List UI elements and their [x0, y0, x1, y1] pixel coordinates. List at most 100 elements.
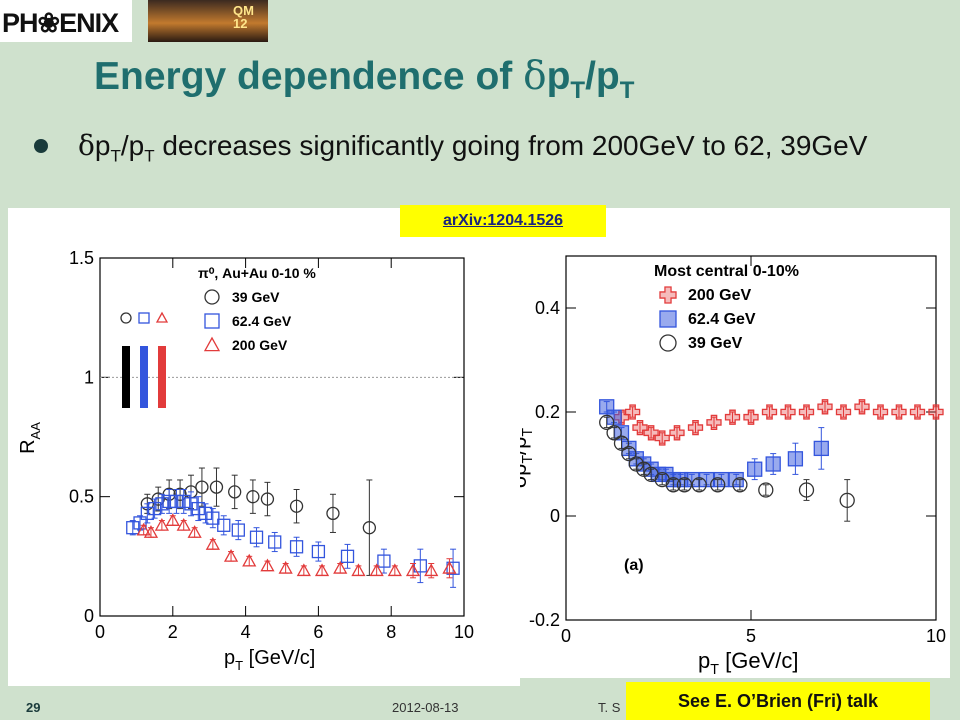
x-tick-label: 0: [561, 626, 571, 646]
data-point: [872, 404, 889, 420]
data-point: [813, 440, 829, 457]
data-point: [724, 409, 741, 425]
data-point: [351, 563, 366, 577]
x-tick-label: 0: [95, 622, 105, 642]
data-point: [289, 499, 304, 513]
data-point: [333, 560, 348, 574]
data-point: [654, 430, 670, 446]
legend-marker: [203, 336, 221, 352]
data-point: [669, 425, 685, 441]
legend-label: 62.4 GeV: [232, 313, 292, 329]
data-point: [154, 517, 169, 531]
data-point: [176, 517, 191, 531]
data-point: [891, 404, 907, 420]
data-point: [387, 563, 402, 577]
data-point: [928, 404, 944, 420]
data-point: [817, 399, 833, 415]
y-tick-label: 0.2: [535, 402, 560, 422]
x-axis-label: pT [GeV/c]: [698, 648, 798, 678]
norm-marker: [155, 311, 169, 323]
y-axis-label: RAA: [17, 422, 43, 454]
norm-marker: [138, 312, 150, 324]
norm-uncertainty-bar: [122, 346, 130, 408]
page-number: 29: [26, 700, 41, 715]
data-point: [691, 477, 707, 493]
data-point: [710, 477, 726, 493]
raa-chart: 0 2 4 6 8 10 0 0.5 1 1.5 pT [GeV/c] RAA π⁰, Au+Au 0-…: [17, 248, 474, 673]
data-point: [162, 494, 176, 509]
data-point: [369, 563, 384, 577]
x-tick-label: 8: [386, 622, 396, 642]
norm-marker: [120, 312, 132, 324]
data-point: [839, 492, 855, 509]
legend-label: 62.4 GeV: [688, 311, 756, 328]
data-point: [377, 554, 391, 568]
data-point: [155, 497, 169, 511]
legend-marker: [659, 286, 677, 304]
data-point: [195, 480, 209, 494]
data-point: [424, 563, 439, 577]
data-point: [187, 525, 202, 538]
data-point: [228, 485, 242, 499]
legend-title: π⁰, Au+Au 0-10 %: [198, 265, 316, 281]
arxiv-link[interactable]: arXiv:1204.1526: [400, 205, 606, 237]
legend-marker: [659, 334, 677, 352]
y-tick-label: 1.5: [69, 248, 94, 268]
data-point: [231, 523, 245, 537]
data-point: [143, 525, 159, 538]
data-point: [126, 521, 140, 535]
data-point: [165, 513, 180, 526]
data-point: [909, 404, 926, 420]
data-point: [665, 477, 681, 493]
legend-marker: [204, 289, 220, 305]
data-point: [198, 506, 213, 521]
data-point: [169, 494, 184, 509]
data-point: [446, 561, 460, 575]
x-tick-label: 4: [241, 622, 251, 642]
footer-author: T. S: [598, 700, 621, 715]
phenix-logo: PH❀ENIX: [0, 0, 132, 42]
phenix-logo-text: PH❀ENIX: [2, 8, 119, 38]
raa-chart-panel: 0 2 4 6 8 10 0 0.5 1 1.5 pT [GeV/c] RAA π⁰, Au+Au 0-…: [8, 208, 520, 686]
talk-reference: See E. O’Brien (Fri) talk: [626, 682, 930, 720]
data-point: [296, 563, 311, 577]
bullet-dot: [34, 139, 48, 153]
data-point: [676, 477, 693, 493]
data-point: [835, 404, 852, 420]
data-point: [311, 544, 326, 559]
data-point: [761, 404, 778, 420]
data-point: [787, 451, 804, 467]
data-point: [177, 494, 191, 509]
x-tick-label: 5: [746, 626, 756, 646]
data-point: [798, 404, 815, 420]
data-point: [249, 530, 264, 544]
y-tick-label: 0: [84, 606, 94, 626]
y-tick-label: 1: [84, 367, 94, 387]
data-point: [747, 461, 763, 477]
data-point: [732, 477, 748, 493]
x-tick-label: 2: [168, 622, 178, 642]
x-axis-label: pT [GeV/c]: [224, 647, 315, 673]
data-point: [147, 501, 162, 516]
y-tick-label: 0.5: [69, 487, 94, 507]
data-point: [632, 419, 648, 436]
data-point: [780, 404, 796, 420]
data-point: [743, 409, 759, 425]
data-point: [184, 497, 198, 511]
data-point: [206, 511, 220, 525]
data-point: [260, 492, 275, 506]
data-point: [217, 518, 231, 532]
slide-title: Energy dependence of δpT/pT: [94, 54, 635, 104]
data-point: [314, 563, 330, 577]
legend-marker: [659, 310, 677, 328]
data-point: [362, 521, 377, 535]
data-point: [223, 548, 239, 562]
y-tick-label: 0: [550, 506, 560, 526]
data-point: [854, 399, 870, 415]
legend-marker: [204, 313, 220, 329]
y-tick-label: -0.2: [529, 610, 560, 630]
x-tick-label: 6: [313, 622, 323, 642]
x-tick-label: 10: [926, 626, 946, 646]
data-point: [140, 506, 154, 521]
